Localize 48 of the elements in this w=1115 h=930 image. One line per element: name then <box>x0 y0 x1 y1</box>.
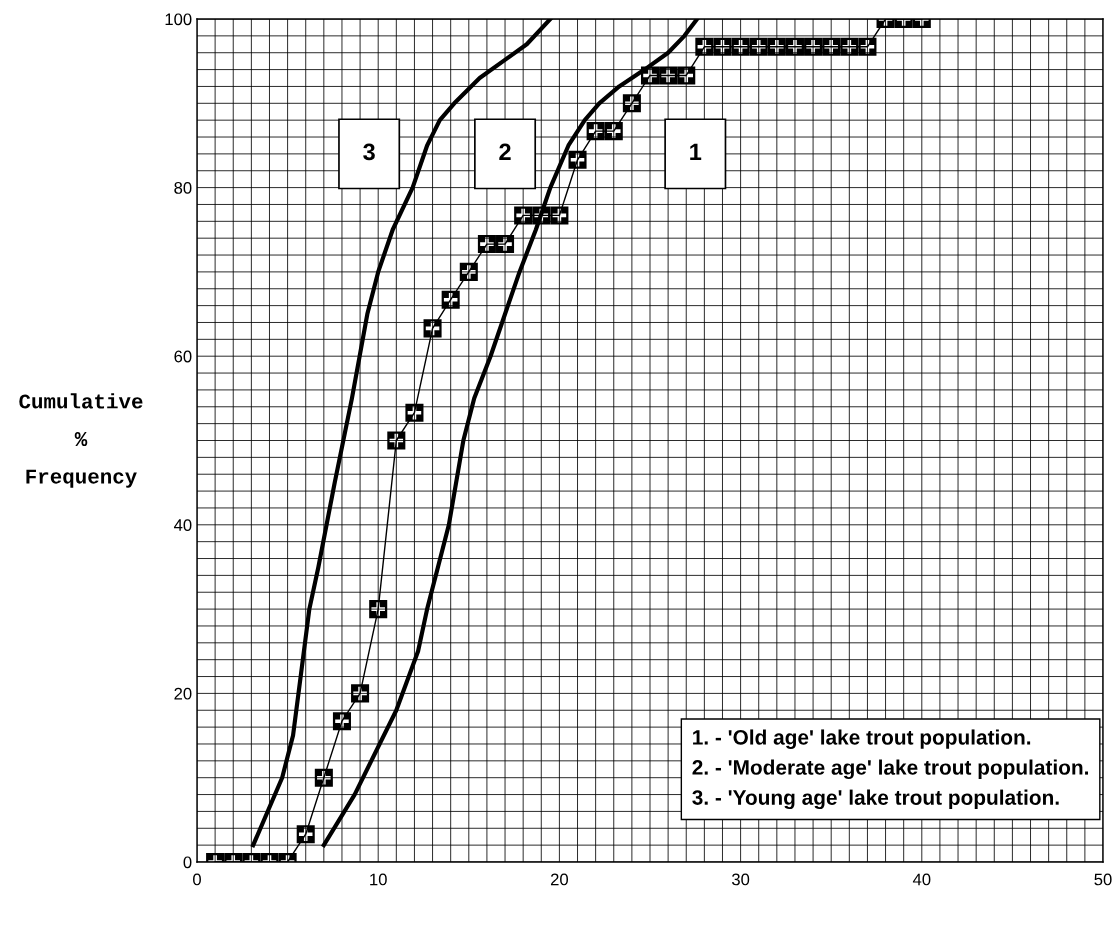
point <box>387 431 406 450</box>
point <box>604 122 623 141</box>
point <box>695 37 714 56</box>
point <box>749 37 768 56</box>
y-tick-label: 0 <box>183 856 192 869</box>
series-label: 3 <box>363 143 375 161</box>
point <box>640 66 660 85</box>
y-tick-label: 80 <box>174 182 192 194</box>
point <box>441 290 460 309</box>
point <box>568 150 587 169</box>
point <box>586 122 605 141</box>
x-tick-label: 50 <box>1094 873 1112 886</box>
point <box>731 37 750 56</box>
point <box>459 262 478 281</box>
point <box>477 235 496 254</box>
point <box>840 37 859 56</box>
point <box>713 37 732 56</box>
point <box>785 37 804 56</box>
y-axis-title: Cumulative % Frequency <box>19 393 143 488</box>
y-tick-label: 20 <box>174 687 192 700</box>
point <box>622 94 641 113</box>
text: 2 <box>499 143 511 160</box>
point <box>369 600 388 619</box>
y-tick-label: 100 <box>165 13 192 26</box>
annotation: 1. - 'Old age' lake trout population. 2. - 'Moderate age' lake trout population. 3. - 'Young age' lake trout population. <box>692 729 1089 810</box>
point <box>405 403 424 422</box>
x-tick-label: 40 <box>912 873 931 886</box>
x-tick-label: 30 <box>731 873 750 886</box>
y-tick-label: 60 <box>174 350 192 363</box>
point <box>822 37 841 56</box>
x-tick-label: 0 <box>193 873 201 886</box>
text: 1 <box>690 143 702 160</box>
point <box>351 684 370 703</box>
x-tick-label: 10 <box>370 873 387 886</box>
point <box>423 319 442 338</box>
point <box>314 768 333 787</box>
point <box>332 712 351 731</box>
point <box>550 206 569 225</box>
point <box>296 825 315 844</box>
point <box>804 37 823 56</box>
x-tick-label: 20 <box>550 873 569 886</box>
point <box>677 66 696 85</box>
point <box>514 206 533 225</box>
point <box>496 235 515 254</box>
point <box>858 37 877 56</box>
y-tick-label: 40 <box>173 519 192 531</box>
point <box>767 37 786 56</box>
point <box>659 66 678 85</box>
